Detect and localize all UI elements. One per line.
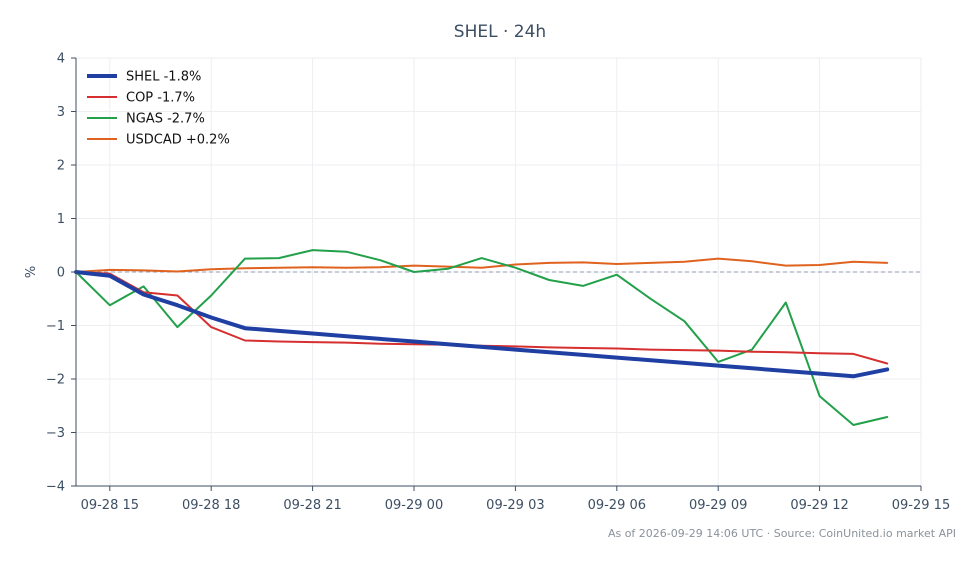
series-line-cop bbox=[75, 271, 889, 365]
y-tick-label: −3 bbox=[46, 426, 65, 441]
legend-label-usdcad: USDCAD +0.2% bbox=[126, 133, 230, 148]
y-axis-label: % bbox=[24, 266, 39, 278]
series-line-usdcad bbox=[75, 257, 889, 273]
series-line-ngas bbox=[75, 249, 889, 426]
x-tick-label: 09-29 03 bbox=[486, 498, 544, 513]
x-tick-label: 09-28 15 bbox=[81, 498, 139, 513]
y-tick-label: 0 bbox=[57, 266, 65, 281]
legend-label-shel: SHEL -1.8% bbox=[126, 70, 201, 85]
series-group bbox=[74, 249, 890, 426]
y-tick-label: 3 bbox=[57, 105, 65, 120]
axes: 4 3 2 1 0 −1 −2 −3 −4 09-28 15 09-28 18 09-28 21 09-… bbox=[46, 52, 950, 514]
x-tick-label: 09-29 06 bbox=[588, 498, 646, 513]
x-tick-label: 09-28 18 bbox=[182, 498, 240, 513]
series-line-shel bbox=[74, 270, 890, 379]
y-tick-label: 2 bbox=[57, 159, 65, 174]
y-tick-label: 4 bbox=[57, 52, 65, 67]
x-tick-label: 09-28 21 bbox=[283, 498, 341, 513]
x-tick-label: 09-29 15 bbox=[892, 498, 950, 513]
y-tick-label: 1 bbox=[57, 212, 65, 227]
chart-title: SHEL · 24h bbox=[454, 22, 546, 42]
legend: SHEL -1.8% COP -1.7% NGAS -2.7% USDCAD +0.2… bbox=[87, 70, 230, 148]
y-tick-label: −2 bbox=[46, 373, 65, 388]
x-tick-label: 09-29 12 bbox=[790, 498, 848, 513]
x-tick-label: 09-29 09 bbox=[689, 498, 747, 513]
y-tick-label: −1 bbox=[46, 319, 65, 334]
x-tick-label: 09-29 00 bbox=[385, 498, 443, 513]
y-tick-label: −4 bbox=[46, 480, 65, 495]
legend-label-cop: COP -1.7% bbox=[126, 91, 195, 106]
footer-source: As of 2026-09-29 14:06 UTC · Source: Coi… bbox=[608, 527, 956, 540]
legend-label-ngas: NGAS -2.7% bbox=[126, 112, 205, 127]
